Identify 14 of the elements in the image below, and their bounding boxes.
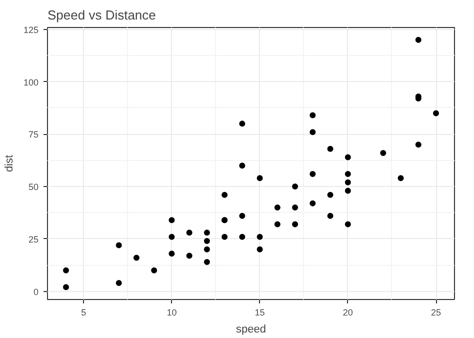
y-tick-label: 25 [28,234,39,244]
x-tick-label: 10 [166,308,177,318]
y-tick-label: 125 [23,24,39,35]
y-axis-title: dist [3,154,16,172]
x-tick-label: 20 [342,308,353,318]
y-tick-label: 75 [28,130,39,140]
x-axis-title: speed [236,324,266,336]
x-tick-label: 5 [81,308,86,318]
y-tick-label: 0 [33,286,39,297]
x-tick-label: 15 [254,308,265,318]
y-tick-label: 100 [23,77,39,88]
x-tick-label: 25 [430,308,442,318]
chart-title: Speed vs Distance [48,8,156,22]
y-tick-label: 50 [28,182,39,192]
